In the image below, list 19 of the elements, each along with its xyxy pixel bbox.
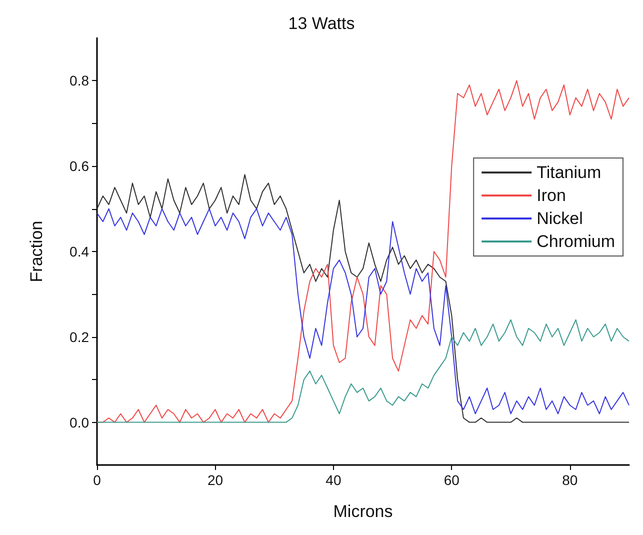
x-tick-label: 20 bbox=[207, 472, 224, 488]
x-tick-label: 0 bbox=[93, 472, 102, 488]
x-axis-title: Microns bbox=[333, 502, 393, 521]
y-tick-label: 0.8 bbox=[70, 72, 90, 89]
legend-label: Nickel bbox=[536, 209, 583, 228]
legend-label: Iron bbox=[536, 186, 566, 205]
y-axis-title: Fraction bbox=[27, 220, 46, 282]
line-series bbox=[96, 208, 630, 414]
legend-label: Chromium bbox=[536, 232, 616, 251]
x-tick-label: 40 bbox=[326, 472, 342, 488]
chart-title: 13 Watts bbox=[288, 14, 355, 33]
x-tick-label: 60 bbox=[444, 472, 460, 488]
legend-label: Titanium bbox=[536, 163, 602, 182]
y-tick-label: 0.2 bbox=[70, 328, 90, 345]
y-tick-label: 0.0 bbox=[70, 414, 90, 430]
y-tick-label: 0.6 bbox=[70, 158, 90, 174]
line-series bbox=[96, 319, 630, 423]
x-tick-label: 80 bbox=[562, 472, 578, 488]
y-tick-label: 0.4 bbox=[70, 244, 90, 260]
